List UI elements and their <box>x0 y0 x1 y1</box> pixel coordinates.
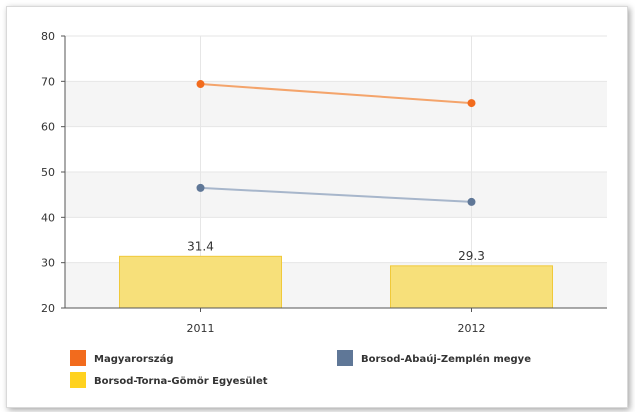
data-label: 29.3 <box>458 249 485 263</box>
series-point <box>196 183 205 192</box>
data-label: 31.4 <box>187 239 214 253</box>
legend-label: Borsod-Abaúj-Zemplén megye <box>361 353 531 365</box>
chart-canvas: 31.4 29.3 20 30 40 50 60 70 80 2011 2012 Magyarorsz… <box>41 30 607 388</box>
y-tick-label: 60 <box>41 121 55 134</box>
y-tick-label: 30 <box>41 257 55 270</box>
series-point <box>467 99 476 108</box>
legend-label: Borsod-Torna-Gömör Egyesület <box>94 376 268 387</box>
y-tick-label: 70 <box>41 75 55 88</box>
x-tick-label: 2011 <box>187 322 215 335</box>
legend-label: Magyarország <box>94 353 174 365</box>
legend-swatch <box>70 372 86 388</box>
series-point <box>467 197 476 206</box>
grid-band <box>65 81 607 127</box>
y-tick-label: 80 <box>41 30 55 43</box>
y-tick-label: 50 <box>41 166 55 179</box>
series-point <box>196 80 205 89</box>
bar <box>390 265 553 309</box>
bar <box>119 255 282 309</box>
x-tick-label: 2012 <box>458 322 486 335</box>
series-line <box>200 186 472 203</box>
y-tick-label: 40 <box>41 211 55 224</box>
chart-card: 31.4 29.3 20 30 40 50 60 70 80 2011 2012 Magyarorsz… <box>6 6 628 408</box>
legend-swatch <box>337 350 353 366</box>
legend-swatch <box>70 350 86 366</box>
series-line <box>200 83 472 105</box>
y-tick-label: 20 <box>41 302 55 315</box>
